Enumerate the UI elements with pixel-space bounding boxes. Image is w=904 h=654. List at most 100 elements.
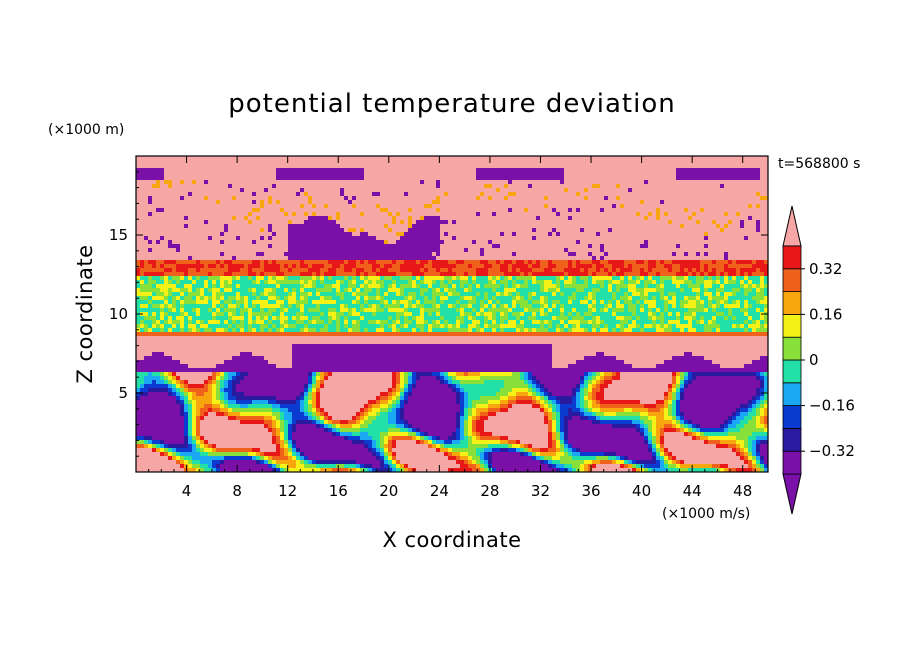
field-cell [208, 284, 213, 289]
field-cell [648, 244, 677, 249]
field-cell [368, 468, 373, 472]
field-cell [184, 420, 189, 425]
field-cell [208, 380, 213, 385]
field-cell [720, 272, 725, 277]
field-cell [148, 388, 169, 393]
field-cell [452, 448, 477, 453]
field-cell [420, 292, 425, 297]
field-cell [140, 284, 153, 289]
field-cell [276, 428, 281, 433]
field-cell [664, 320, 669, 325]
field-cell [372, 408, 381, 413]
field-cell [600, 328, 609, 333]
field-cell [232, 316, 245, 321]
field-cell [368, 296, 377, 301]
field-cell [460, 464, 469, 469]
field-cell [580, 464, 585, 469]
field-cell [316, 280, 321, 285]
field-cell [396, 292, 401, 297]
field-cell [668, 460, 673, 465]
field-cell [224, 232, 273, 237]
field-cell [204, 380, 209, 385]
field-cell [320, 396, 377, 401]
field-cell [312, 280, 317, 285]
field-cell [476, 212, 481, 217]
field-cell [160, 276, 165, 281]
field-cell [632, 420, 641, 425]
field-cell [308, 380, 313, 385]
field-cell [396, 404, 401, 409]
field-cell [220, 468, 273, 472]
field-cell [460, 452, 469, 457]
field-cell [260, 208, 281, 213]
field-cell [228, 404, 241, 409]
field-cell [172, 448, 177, 453]
field-cell [516, 320, 521, 325]
field-cell [284, 448, 289, 453]
field-cell [408, 228, 441, 233]
field-cell [288, 244, 441, 249]
field-cell [408, 220, 413, 225]
field-cell [528, 280, 533, 285]
field-cell [284, 272, 301, 277]
field-cell [712, 284, 721, 289]
field-cell [752, 456, 757, 461]
field-cell [300, 400, 305, 405]
field-cell [604, 300, 609, 305]
field-cell [624, 280, 629, 285]
field-cell [580, 416, 589, 421]
field-cell [548, 460, 553, 465]
field-cell [380, 284, 385, 289]
field-cell [668, 464, 677, 469]
field-cell [368, 444, 373, 449]
field-cell [396, 212, 401, 217]
field-cell [248, 276, 253, 281]
field-cell [648, 212, 653, 217]
field-cell [616, 184, 621, 189]
field-cell [588, 464, 593, 469]
field-cell [380, 452, 385, 457]
field-cell [464, 388, 501, 393]
field-cell [760, 416, 765, 421]
field-cell [688, 276, 697, 281]
field-cell [636, 288, 645, 293]
field-cell [532, 184, 593, 189]
field-cell [216, 412, 225, 417]
field-cell [456, 396, 461, 401]
field-cell [468, 404, 473, 409]
field-cell [684, 392, 757, 397]
field-cell [140, 324, 145, 329]
field-cell [688, 328, 697, 333]
field-cell [232, 300, 237, 305]
field-cell [324, 324, 329, 329]
field-cell [188, 404, 193, 409]
field-cell [624, 272, 641, 277]
field-cell [364, 228, 389, 233]
field-cell [532, 228, 537, 233]
field-cell [660, 456, 665, 461]
field-cell [636, 460, 657, 465]
field-cell [356, 308, 361, 313]
field-cell [520, 292, 529, 297]
field-cell [720, 224, 725, 229]
field-cell [368, 400, 377, 405]
field-cell [764, 296, 768, 301]
field-cell [664, 448, 669, 453]
field-cell [636, 260, 645, 265]
field-cell [672, 376, 677, 381]
field-cell [544, 304, 549, 309]
field-cell [724, 424, 729, 429]
field-cell [620, 320, 629, 325]
field-cell [200, 420, 241, 425]
field-cell [756, 440, 761, 445]
field-cell [564, 176, 677, 181]
field-cell [532, 372, 585, 377]
field-cell [272, 324, 277, 329]
field-cell [436, 320, 441, 325]
field-cell [344, 268, 353, 273]
field-cell [444, 452, 449, 457]
field-cell [692, 312, 697, 317]
field-cell [760, 316, 765, 321]
field-cell [504, 232, 513, 237]
